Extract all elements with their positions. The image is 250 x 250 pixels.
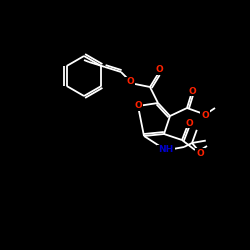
Text: O: O [155, 66, 163, 74]
Text: O: O [201, 110, 209, 120]
Text: O: O [185, 118, 193, 128]
Text: O: O [134, 102, 142, 110]
Text: O: O [126, 78, 134, 86]
Text: O: O [196, 148, 204, 158]
Text: NH: NH [158, 146, 174, 154]
Text: O: O [188, 86, 196, 96]
